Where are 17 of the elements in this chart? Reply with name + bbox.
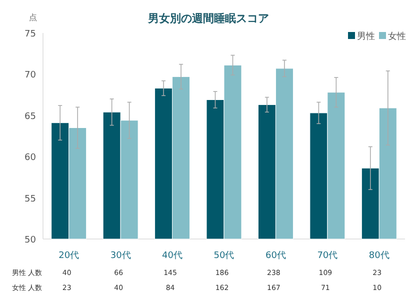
y-tick-label: 70: [24, 70, 36, 81]
y-tick-label: 50: [24, 236, 36, 246]
y-tick-label: 55: [24, 194, 36, 204]
legend-label: 男性: [357, 31, 375, 42]
x-tick-label: 60代: [265, 250, 286, 261]
y-tick-label: 65: [24, 112, 36, 122]
x-tick-label: 70代: [317, 250, 338, 261]
y-tick-label: 60: [24, 153, 36, 164]
x-tick-label: 30代: [110, 250, 131, 261]
y-tick-label: 75: [24, 30, 36, 40]
chart-title: 男女別の週間睡眠スコア: [147, 12, 269, 25]
y-axis-title: 点: [29, 13, 37, 22]
x-tick-label: 20代: [58, 250, 80, 261]
legend-label: 女性: [388, 31, 406, 42]
x-tick-label: 40代: [162, 250, 183, 261]
x-tick-label: 50代: [214, 250, 234, 261]
x-tick-label: 80代: [368, 250, 390, 261]
